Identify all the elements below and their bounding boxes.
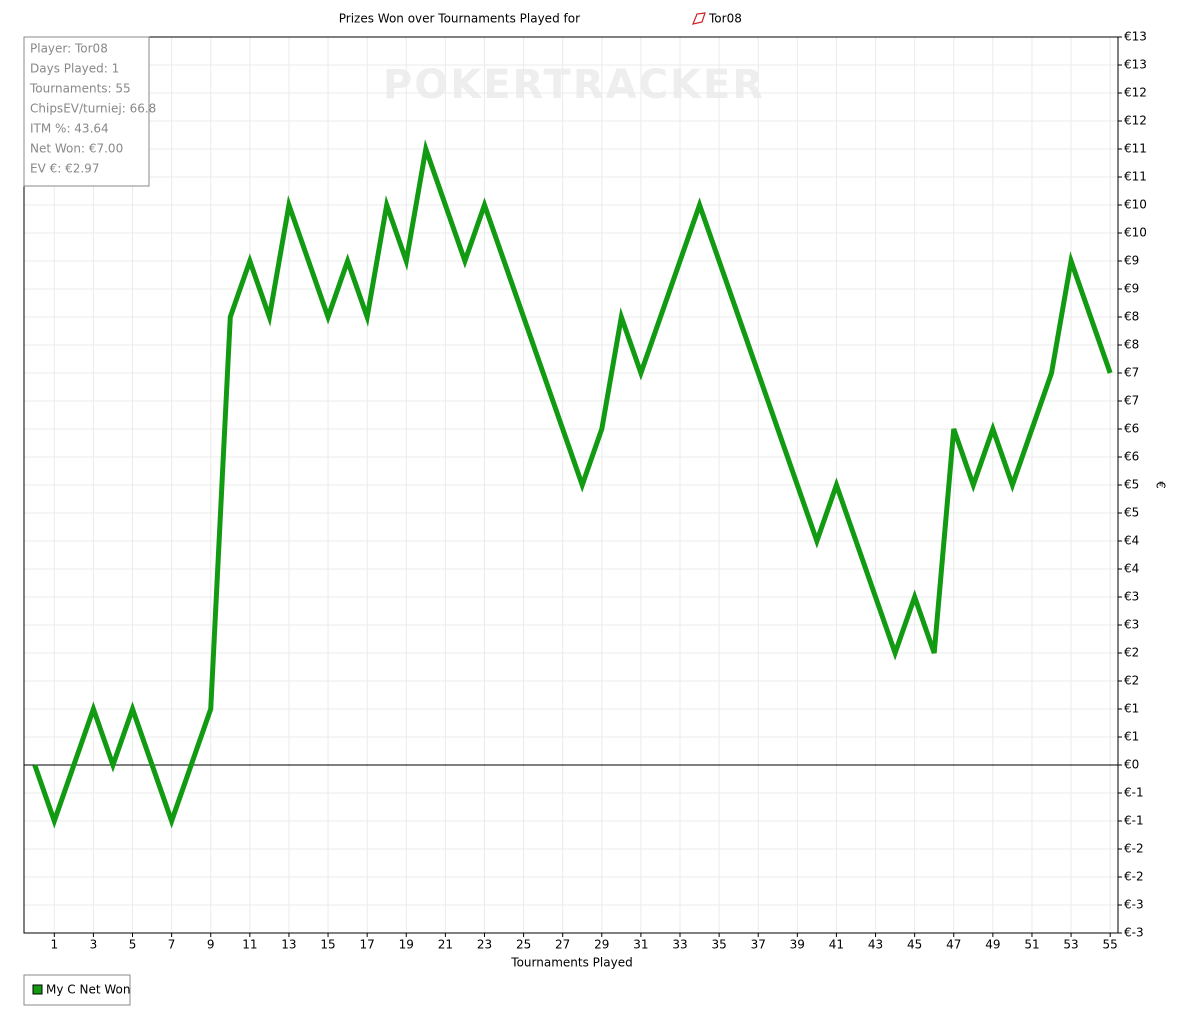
info-line: EV €: €2.97 [30,162,99,176]
y-tick-label: €7 [1124,394,1139,408]
info-line: Tournaments: 55 [29,82,131,96]
y-tick-label: €5 [1124,478,1139,492]
y-tick-label: €3 [1124,618,1139,632]
info-box [23,36,150,187]
y-tick-label: €11 [1124,170,1147,184]
y-tick-label: €13 [1124,30,1147,44]
x-tick-label: 53 [1063,938,1078,952]
y-tick-label: €8 [1124,338,1139,352]
y-tick-label: €6 [1124,422,1139,436]
y-tick-label: €8 [1124,310,1139,324]
x-tick-label: 29 [594,938,609,952]
x-tick-label: 35 [711,938,726,952]
info-line: Days Played: 1 [30,62,119,76]
x-tick-label: 11 [242,938,257,952]
y-tick-label: €12 [1124,86,1147,100]
y-tick-label: €12 [1124,114,1147,128]
x-tick-label: 7 [168,938,176,952]
y-tick-label: €0 [1124,758,1139,772]
x-tick-label: 19 [399,938,414,952]
x-tick-label: 23 [477,938,492,952]
x-tick-label: 33 [672,938,687,952]
x-tick-label: 45 [907,938,922,952]
x-tick-label: 3 [90,938,98,952]
x-tick-label: 47 [946,938,961,952]
y-tick-label: €-2 [1124,870,1144,884]
x-tick-label: 25 [516,938,531,952]
x-tick-label: 41 [829,938,844,952]
y-tick-label: €5 [1124,506,1139,520]
x-tick-label: 1 [50,938,58,952]
x-tick-label: 21 [438,938,453,952]
info-line: ChipsEV/turniej: 66.8 [30,102,156,116]
legend-label: My C Net Won [46,983,130,997]
x-tick-label: 51 [1024,938,1039,952]
chart-title-player: Tor08 [708,12,742,26]
y-tick-label: €11 [1124,142,1147,156]
y-tick-label: €-2 [1124,842,1144,856]
x-tick-label: 55 [1103,938,1118,952]
y-tick-label: €10 [1124,198,1147,212]
x-tick-label: 13 [281,938,296,952]
x-tick-label: 17 [360,938,375,952]
title-icon [692,12,706,25]
y-tick-label: €-1 [1124,786,1144,800]
x-tick-label: 15 [320,938,335,952]
info-line: Net Won: €7.00 [30,142,123,156]
watermark: POKERTRACKER [383,62,765,108]
y-tick-label: €6 [1124,450,1139,464]
x-tick-label: 39 [790,938,805,952]
info-line: ITM %: 43.64 [30,122,109,136]
y-tick-label: €9 [1124,282,1139,296]
y-tick-label: €7 [1124,366,1139,380]
y-tick-label: €4 [1124,534,1139,548]
legend-swatch [32,984,43,995]
x-tick-label: 37 [751,938,766,952]
plot-frame [23,36,1119,934]
x-tick-label: 31 [633,938,648,952]
y-axis-label: € [1154,481,1168,489]
x-tick-label: 49 [985,938,1000,952]
x-axis-label: Tournaments Played [510,956,632,970]
y-tick-label: €-3 [1124,898,1144,912]
y-tick-label: €2 [1124,646,1139,660]
info-line: Player: Tor08 [30,42,108,56]
x-tick-label: 9 [207,938,215,952]
y-tick-label: €13 [1124,58,1147,72]
y-tick-label: €3 [1124,590,1139,604]
y-tick-label: €4 [1124,562,1139,576]
y-tick-label: €2 [1124,674,1139,688]
y-tick-label: €1 [1124,730,1139,744]
chart-title: Prizes Won over Tournaments Played for [339,12,580,26]
y-tick-label: €1 [1124,702,1139,716]
y-tick-label: €9 [1124,254,1139,268]
y-tick-label: €10 [1124,226,1147,240]
x-tick-label: 43 [868,938,883,952]
x-tick-label: 27 [555,938,570,952]
y-tick-label: €-3 [1124,926,1144,940]
y-tick-label: €-1 [1124,814,1144,828]
x-tick-label: 5 [129,938,137,952]
data-line [32,139,1113,829]
